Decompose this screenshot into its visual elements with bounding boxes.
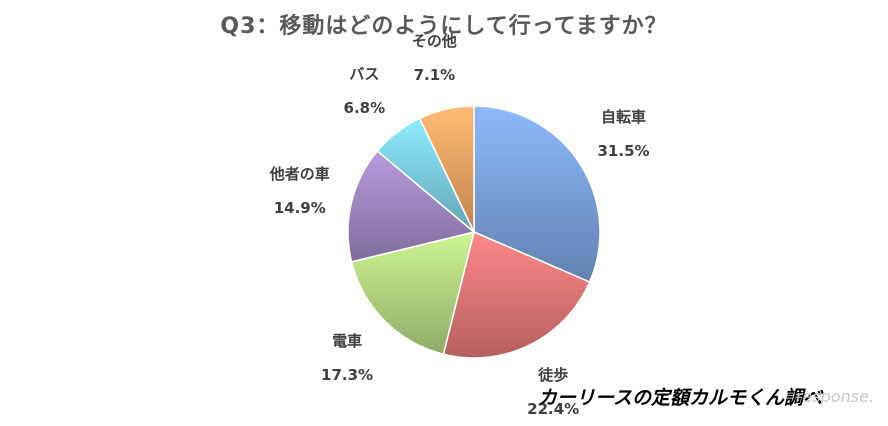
source-credit: カーリースの定額カルモくん調べ — [537, 387, 822, 409]
slice-category-label: 徒歩 — [538, 366, 569, 385]
slice-label-1: 徒歩 22.4% — [513, 358, 593, 426]
chart-title: Q3：移動はどのようにして行ってますか？ — [220, 14, 668, 39]
pie-slice-5 — [418, 105, 475, 233]
slice-label-2: 電車 17.3% — [307, 324, 387, 392]
slice-value-label: 14.9% — [273, 199, 326, 218]
slice-value-label: 22.4% — [527, 400, 580, 419]
slice-category-label: その他 — [411, 31, 457, 50]
slice-label-3: 他者の車 14.9% — [260, 157, 340, 225]
pie-slice-2 — [350, 230, 476, 356]
slice-value-label: 6.8% — [343, 98, 386, 117]
slice-category-label: 電車 — [332, 332, 363, 351]
pie-slice-1 — [442, 230, 591, 359]
watermark-logo: response. — [795, 387, 874, 406]
slice-label-0: 自転車 31.5% — [584, 100, 664, 168]
pie-slice-0 — [473, 105, 601, 284]
slice-label-4: バス 6.8% — [324, 57, 404, 125]
slice-category-label: 他者の車 — [269, 165, 330, 184]
slice-category-label: 自転車 — [601, 107, 647, 126]
slice-value-label: 31.5% — [597, 141, 650, 160]
pie-slice-3 — [347, 150, 476, 263]
slice-value-label: 7.1% — [413, 65, 456, 84]
slice-label-5: その他 7.1% — [394, 24, 474, 92]
slice-value-label: 17.3% — [321, 366, 374, 385]
slice-category-label: バス — [349, 64, 380, 83]
